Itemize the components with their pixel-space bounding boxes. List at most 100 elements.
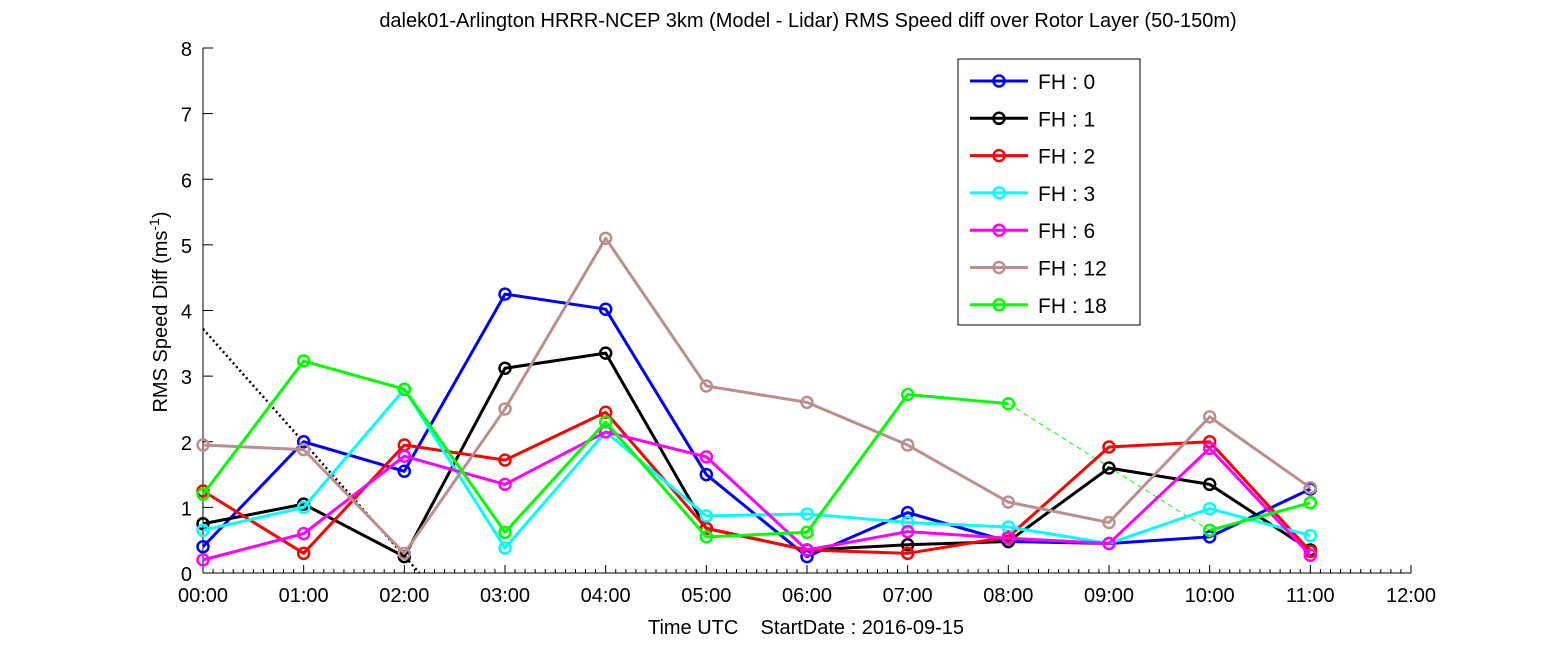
x-tick-label: 09:00 xyxy=(1084,585,1134,607)
data-point xyxy=(296,442,311,457)
x-tick-label: 11:00 xyxy=(1286,585,1335,607)
data-point xyxy=(800,525,814,540)
series-line xyxy=(196,354,1318,544)
data-point xyxy=(1102,515,1116,530)
legend: FH : 0 FH : 1 FH : 2 FH : 3 FH : 6 FH : 12 FH … xyxy=(957,58,1141,326)
x-tick-label: 01:00 xyxy=(279,585,329,607)
legend-marker xyxy=(992,260,1006,275)
legend-label: FH : 18 xyxy=(1038,295,1107,318)
data-point xyxy=(900,546,915,561)
y-axis-label: RMS Speed Diff (ms-1) xyxy=(146,211,172,412)
data-point xyxy=(1001,495,1016,509)
data-point xyxy=(699,450,714,464)
data-point xyxy=(296,354,311,368)
y-tick-label: 6 xyxy=(181,170,192,192)
series-path xyxy=(201,359,1009,539)
plot-area xyxy=(196,231,1318,567)
data-point xyxy=(397,464,412,479)
data-point xyxy=(1001,396,1016,411)
y-tick-label: 0 xyxy=(181,564,192,586)
legend-marker xyxy=(992,111,1006,126)
series-path xyxy=(202,236,1312,555)
data-point xyxy=(699,509,714,523)
y-tick-label: 4 xyxy=(181,302,192,324)
legend-marker xyxy=(992,186,1006,200)
data-point xyxy=(1102,461,1116,475)
x-tick-label: 05:00 xyxy=(681,585,731,607)
x-tick-label: 07:00 xyxy=(883,585,933,607)
legend-label: FH : 2 xyxy=(1038,146,1095,169)
data-point xyxy=(598,415,613,429)
data-point xyxy=(1202,501,1217,516)
data-point xyxy=(699,379,714,393)
data-point xyxy=(1202,441,1217,456)
legend-label: FH : 6 xyxy=(1038,220,1095,243)
series-path xyxy=(202,410,1312,555)
data-point xyxy=(800,507,814,521)
data-point xyxy=(196,487,210,501)
data-point xyxy=(1202,530,1217,544)
x-tick-label: 06:00 xyxy=(782,585,832,607)
data-point xyxy=(296,546,311,561)
legend-label: FH : 12 xyxy=(1038,258,1107,281)
data-point xyxy=(196,540,210,554)
data-point xyxy=(598,346,613,360)
data-point xyxy=(699,467,714,482)
legend-marker xyxy=(992,74,1006,88)
legend-marker xyxy=(992,223,1006,237)
data-point xyxy=(498,525,512,540)
data-point xyxy=(196,523,210,538)
x-tick-label: 10:00 xyxy=(1185,585,1235,607)
series-line xyxy=(196,231,1318,561)
data-point xyxy=(900,538,915,552)
data-point xyxy=(196,438,210,452)
chart-title: dalek01-Arlington HRRR-NCEP 3km (Model -… xyxy=(379,10,1236,32)
data-point xyxy=(296,500,311,515)
series-line xyxy=(196,287,1318,564)
data-point xyxy=(1303,528,1318,543)
series-path xyxy=(202,351,1312,559)
data-point xyxy=(800,395,814,410)
series-line xyxy=(196,425,1318,567)
data-point xyxy=(1102,440,1116,454)
data-point xyxy=(498,453,512,467)
legend-label: FH : 1 xyxy=(1038,108,1095,131)
y-axis-label-main: RMS Speed Diff (ms xyxy=(150,231,172,413)
data-point xyxy=(900,524,915,539)
axes xyxy=(202,48,1411,574)
data-point xyxy=(800,543,814,557)
y-axis-ticks: 0 1 2 3 4 5 6 7 8 xyxy=(181,39,213,586)
legend-label: FH : 0 xyxy=(1038,71,1095,94)
legend-label: FH : 3 xyxy=(1038,183,1095,206)
legend-marker xyxy=(992,298,1006,312)
x-tick-label: 03:00 xyxy=(480,585,530,607)
x-tick-label: 04:00 xyxy=(581,585,631,607)
data-point xyxy=(1303,548,1318,563)
data-point xyxy=(1303,496,1318,510)
data-point xyxy=(296,526,311,541)
data-point xyxy=(900,515,915,530)
series-line xyxy=(196,382,1318,555)
data-point xyxy=(1202,523,1217,538)
y-tick-label: 8 xyxy=(181,39,192,61)
y-axis-label-close: ) xyxy=(150,211,172,218)
y-tick-label: 7 xyxy=(181,105,192,127)
y-tick-label: 3 xyxy=(181,367,192,389)
data-point xyxy=(196,553,210,567)
x-tick-label: 12:00 xyxy=(1386,585,1436,607)
y-tick-label: 1 xyxy=(181,498,192,520)
x-axis-ticks: 00:00 01:00 02:00 03:00 04:00 05:00 06:00 07:00… xyxy=(178,565,1436,607)
data-point xyxy=(1001,531,1016,545)
data-point xyxy=(598,302,613,316)
data-point xyxy=(397,382,412,396)
x-tick-label: 00:00 xyxy=(178,585,228,607)
series-path xyxy=(1209,501,1311,532)
data-point xyxy=(1202,410,1217,424)
x-tick-label: 08:00 xyxy=(983,585,1033,607)
x-axis-label: Time UTC StartDate : 2016-09-15 xyxy=(648,617,964,639)
data-point xyxy=(397,449,412,463)
y-axis-label-superscript: -1 xyxy=(146,218,162,231)
data-point xyxy=(498,402,512,416)
data-point xyxy=(598,231,613,246)
